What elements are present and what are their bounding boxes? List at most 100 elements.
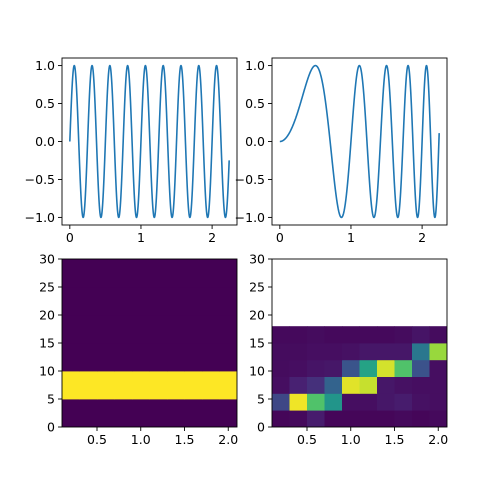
x-tick-label: 1 [137,230,145,245]
heatmap-cell-r0-c6 [167,399,185,427]
y-tick-label: −1.0 [25,210,55,225]
heatmap-cell-r1-c8 [412,393,430,411]
subplot-1: 0 1 2 −1.0 −0.5 0.0 0.5 1.0 [25,57,238,245]
heatmap-cell-r1-c7 [184,371,203,400]
heatmap-cells [272,326,447,427]
heatmap-cell-r3-c9 [429,359,447,377]
heatmap-cell-r3-c4 [342,359,360,377]
heatmap-cell-r0-c1 [79,399,98,427]
heatmap-cell-r2-c5 [359,376,378,394]
heatmap-cell-r2-c7 [394,376,413,394]
heatmap-cell-r1-c0 [272,393,290,411]
heatmap-cell-r3-c7 [184,315,203,344]
heatmap-cell-r0-c8 [202,399,220,427]
heatmap-cell-r4-c2 [97,287,115,316]
heatmap-cell-r1-c3 [114,371,133,400]
heatmap-cell-r2-c0 [62,343,80,372]
heatmap-cell-r0-c9 [429,410,447,427]
y-tick-label: 20 [39,308,55,323]
y-tick-label: 25 [39,280,55,295]
y-tick-label: 30 [249,252,265,267]
heatmap-cell-r2-c8 [202,343,220,372]
heatmap-cell-r2-c6 [377,376,395,394]
heatmap-cell-r3-c6 [167,315,185,344]
heatmap-cell-r0-c1 [289,410,308,427]
heatmap-cell-r5-c3 [114,259,133,288]
heatmap-cell-r3-c4 [132,315,150,344]
heatmap-cell-r4-c6 [167,287,185,316]
y-tick-label: 5 [257,392,265,407]
heatmap-cell-r1-c5 [149,371,168,400]
heatmap-cell-r2-c2 [307,376,325,394]
heatmap-cell-r4-c9 [429,343,447,361]
heatmap-cell-r0-c9 [219,399,237,427]
heatmap-cell-r3-c0 [272,359,290,377]
heatmap-cell-r0-c0 [272,410,290,427]
heatmap-cell-r3-c1 [79,315,98,344]
x-tick-label: 0.5 [297,432,317,447]
y-tick-label: 1.0 [35,58,55,73]
x-tick-label: 0 [276,230,284,245]
heatmap-cell-r5-c8 [202,259,220,288]
heatmap-cell-r2-c3 [324,376,343,394]
heatmap-cell-r2-c4 [342,376,360,394]
y-tick-label: −0.5 [235,172,265,187]
heatmap-cell-r3-c6 [377,359,395,377]
heatmap-cell-r0-c0 [62,399,80,427]
series-line-1 [279,64,440,219]
heatmap-cell-r4-c8 [412,343,430,361]
heatmap-cell-r0-c2 [97,399,115,427]
y-tick-label: 10 [249,364,265,379]
heatmap-cell-r0-c3 [114,399,133,427]
x-tick-label: 1.5 [385,432,405,447]
heatmap-cell-r1-c3 [324,393,343,411]
heatmap-cell-r4-c1 [79,287,98,316]
subplot-4: 0.5 1.0 1.5 2.0 0 5 10 15 20 25 30 [249,252,448,448]
heatmap-cell-r0-c6 [377,410,395,427]
heatmap-cell-r0-c7 [394,410,413,427]
heatmap-cell-r5-c1 [79,259,98,288]
heatmap-cell-r4-c5 [149,287,168,316]
y-tick-label: 0.0 [245,134,265,149]
y-tick-label: 30 [39,252,55,267]
y-tick-label: 5 [47,392,55,407]
heatmap-cell-r1-c6 [167,371,185,400]
heatmap-cell-r4-c6 [377,343,395,361]
x-tick-label: 1 [347,230,355,245]
heatmap-cell-r4-c7 [184,287,203,316]
x-tick-label: 1.0 [131,432,151,447]
heatmap-cell-r3-c2 [307,359,325,377]
y-tick-label: 1.0 [245,58,265,73]
heatmap-cell-r5-c3 [324,326,343,344]
heatmap-cell-r5-c9 [219,259,237,288]
heatmap-cell-r0-c2 [307,410,325,427]
series-line-1 [69,64,230,219]
heatmap-cell-r5-c5 [359,326,378,344]
heatmap-cell-r1-c4 [342,393,360,411]
heatmap-cell-r3-c5 [359,359,378,377]
subplot-3: 0.5 1.0 1.5 2.0 0 5 10 15 20 25 30 [39,252,238,448]
heatmap-cell-r5-c5 [149,259,168,288]
heatmap-cell-r1-c7 [394,393,413,411]
heatmap-cell-r2-c1 [289,376,308,394]
heatmap-cell-r5-c4 [342,326,360,344]
heatmap-cell-r2-c6 [167,343,185,372]
heatmap-cell-r2-c4 [132,343,150,372]
heatmap-cell-r2-c9 [219,343,237,372]
heatmap-cell-r5-c0 [272,326,290,344]
heatmap-cell-r4-c5 [359,343,378,361]
heatmap-cell-r3-c8 [202,315,220,344]
x-tick-label: 2.0 [428,432,448,447]
y-tick-label: −0.5 [25,172,55,187]
heatmap-cell-r4-c4 [342,343,360,361]
x-tick-label: 2.0 [218,432,238,447]
heatmap-cell-r0-c5 [149,399,168,427]
heatmap-cell-r4-c1 [289,343,308,361]
heatmap-cells [62,259,237,427]
heatmap-cell-r1-c0 [62,371,80,400]
heatmap-cell-r0-c4 [342,410,360,427]
x-tick-label: 0 [66,230,74,245]
heatmap-cell-r4-c8 [202,287,220,316]
heatmap-cell-r3-c9 [219,315,237,344]
heatmap-cell-r2-c8 [412,376,430,394]
